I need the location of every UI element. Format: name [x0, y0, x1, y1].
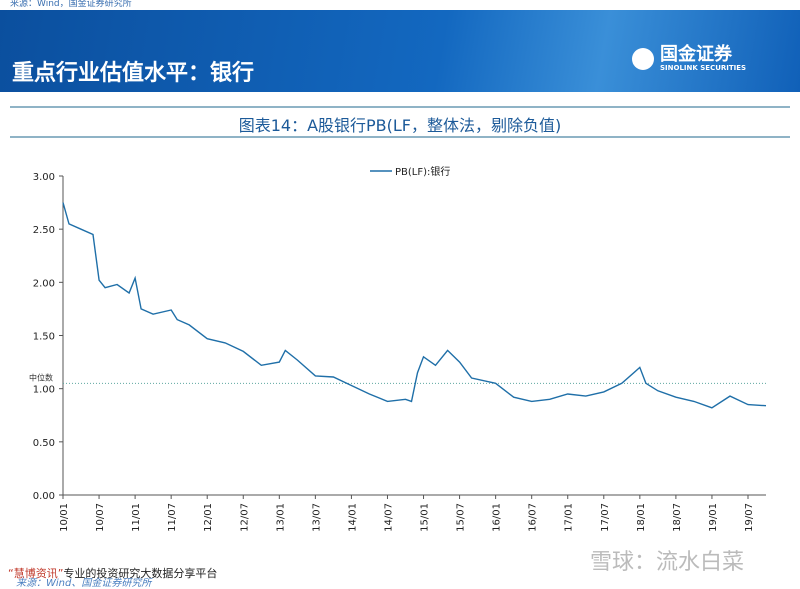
footer-tagline: 专业的投资研究大数据分享平台 — [63, 567, 218, 580]
x-tick-label: 11/01 — [131, 503, 142, 532]
chart: 0.00 0.50 1.00 1.50 2.00 2.50 3.00 10/01 10/07 11… — [29, 165, 767, 532]
y-tick-label: 3.00 — [33, 172, 55, 183]
top-strip: 来源：Wind，国金证券研究所 — [10, 0, 132, 9]
x-tick-label: 19/07 — [744, 503, 755, 532]
watermark: 雪球：流水白菜 — [590, 550, 745, 575]
footer-brand: “慧博资讯” — [8, 567, 64, 580]
y-tick-label: 2.00 — [33, 278, 55, 289]
y-tick-label: 0.50 — [33, 438, 55, 449]
x-tick-label: 12/07 — [239, 503, 250, 532]
x-tick-label: 15/07 — [456, 503, 467, 532]
series-line — [62, 202, 767, 409]
chart-title: 图表14：A股银行PB(LF，整体法，剔除负值) — [238, 116, 562, 135]
median-label: 中位数 — [29, 372, 53, 382]
x-tick-label: 13/01 — [275, 503, 286, 532]
x-tick-label: 13/07 — [311, 503, 322, 532]
logo-en: SINOLINK SECURITIES — [660, 64, 747, 72]
x-tick-label: 11/07 — [167, 503, 178, 532]
x-tick-label: 14/01 — [347, 503, 358, 532]
y-tick-label: 1.00 — [33, 385, 55, 396]
x-tick-label: 19/01 — [708, 503, 719, 532]
page-title: 重点行业估值水平：银行 — [12, 61, 255, 86]
divider — [10, 136, 790, 138]
x-tick-label: 15/01 — [420, 503, 431, 532]
x-tick-label: 18/07 — [672, 503, 683, 532]
x-tick-label: 10/07 — [95, 503, 106, 532]
footer: “慧博资讯”专业的投资研究大数据分享平台 — [8, 565, 217, 581]
divider — [10, 106, 790, 108]
x-tick-label: 12/01 — [203, 503, 214, 532]
x-tick-label: 10/01 — [59, 503, 70, 532]
header-banner: 重点行业估值水平：银行 国金证券 SINOLINK SECURITIES — [0, 10, 800, 92]
logo-cn: 国金证券 — [660, 44, 732, 65]
legend-label: PB(LF):银行 — [395, 165, 450, 178]
y-tick-label: 1.50 — [33, 332, 55, 343]
y-tick-label: 0.00 — [33, 491, 55, 502]
x-tick-label: 14/07 — [383, 503, 394, 532]
y-tick-label: 2.50 — [33, 225, 55, 236]
x-tick-label: 17/07 — [600, 503, 611, 532]
x-tick-label: 17/01 — [564, 503, 575, 532]
logo-mark-icon — [632, 48, 654, 70]
x-tick-label: 16/01 — [492, 503, 503, 532]
x-tick-label: 16/07 — [528, 503, 539, 532]
logo: 国金证券 SINOLINK SECURITIES — [632, 46, 746, 72]
x-tick-label: 18/01 — [636, 503, 647, 532]
source-note: 来源：Wind、国金证券研究所 — [16, 578, 152, 589]
